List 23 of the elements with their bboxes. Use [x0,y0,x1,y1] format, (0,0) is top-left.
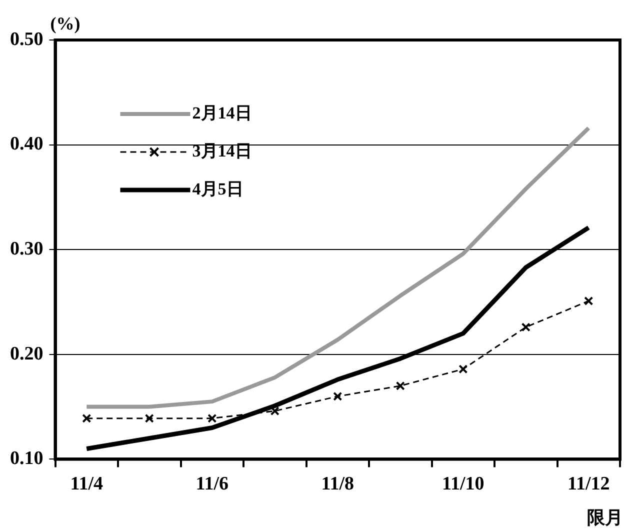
point [208,414,217,423]
point [270,406,280,416]
x-tick-label: 11/6 [196,474,228,495]
x-tick-label: 11/10 [442,474,484,495]
point [333,392,342,401]
point [584,296,594,306]
y-tick-label: 0.10 [10,448,44,470]
x-tick-label: 11/8 [321,474,354,495]
point [144,414,154,423]
point [82,414,92,423]
point [458,364,468,374]
y-tick-label: 0.40 [10,134,44,155]
point [396,381,405,390]
y-tick-label: 0.50 [10,28,44,50]
x-tick-label: 11/12 [568,474,610,495]
y-tick-label: 0.20 [10,343,44,364]
x-tick-label: 11/4 [70,474,104,495]
y-tick-label: 0.30 [10,238,44,260]
point [521,322,530,332]
legend-label: 4月5日 [192,179,244,198]
y-axis-title: (%) [50,14,80,34]
x-axis-title: 限月 [587,508,623,528]
legend-label: 2月14日 [192,103,252,122]
